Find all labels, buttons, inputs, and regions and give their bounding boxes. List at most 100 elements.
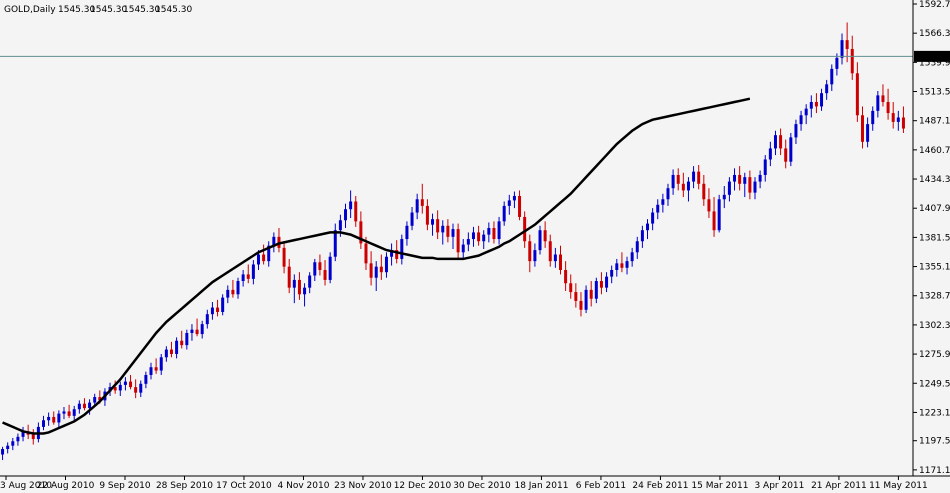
- candle-body: [528, 241, 532, 262]
- candle-body: [676, 174, 680, 184]
- candle-body: [518, 195, 522, 217]
- candle-body: [615, 263, 619, 270]
- candle-body: [359, 221, 363, 244]
- candle-body: [11, 441, 15, 446]
- candle-body: [379, 266, 383, 273]
- y-tick-label: 1381.50: [919, 233, 950, 243]
- candle-body: [743, 177, 747, 184]
- candle-body: [502, 205, 506, 222]
- candle-body: [410, 212, 414, 226]
- candle-body: [733, 174, 737, 182]
- y-tick-label: 1592.70: [919, 0, 950, 10]
- candle-body: [896, 117, 900, 122]
- x-tick-label: 4 Nov 2010: [278, 481, 330, 491]
- candle-body: [436, 219, 440, 233]
- candle-body: [62, 411, 66, 414]
- candle-body: [610, 269, 614, 277]
- price-tag-background: [914, 50, 950, 62]
- candle-body: [876, 95, 880, 111]
- y-tick-label: 1434.30: [919, 175, 950, 185]
- candle-body: [67, 411, 71, 416]
- candle-body: [344, 209, 348, 221]
- candle-body: [579, 300, 583, 310]
- candle-body: [625, 261, 629, 268]
- candle-body: [415, 199, 419, 213]
- candle-body: [297, 279, 301, 295]
- candle-body: [727, 181, 731, 195]
- candle-body: [738, 174, 742, 184]
- candle-body: [374, 266, 378, 278]
- candle-body: [195, 329, 199, 335]
- candle-body: [799, 115, 803, 125]
- candle-body: [574, 292, 578, 301]
- candle-body: [57, 413, 61, 423]
- candle-body: [123, 381, 127, 385]
- candle-body: [328, 256, 332, 280]
- candle-body: [850, 48, 854, 74]
- candle-body: [477, 232, 481, 242]
- candle-body: [175, 340, 179, 354]
- candle-body: [456, 229, 460, 253]
- candle-body: [308, 275, 312, 288]
- header-close: 1545.30: [155, 5, 192, 15]
- candle-body: [840, 40, 844, 58]
- candle-body: [369, 263, 373, 278]
- candle-body: [169, 349, 173, 354]
- y-axis-ticks: 1592.70 1566.30 1539.90 1513.50 1487.10 1460.…: [913, 0, 950, 476]
- candle-body: [134, 387, 138, 393]
- y-tick-label: 1302.30: [919, 321, 950, 331]
- candle-body: [686, 181, 690, 191]
- candle-body: [891, 113, 895, 122]
- x-tick-label: 30 Dec 2010: [453, 481, 511, 491]
- x-tick-label: 12 Dec 2010: [394, 481, 452, 491]
- candle-body: [98, 397, 102, 401]
- candle-body: [564, 269, 568, 284]
- candle-body: [881, 95, 885, 103]
- candle-body: [866, 124, 870, 142]
- candle-body: [569, 283, 573, 293]
- candle-body: [820, 93, 824, 107]
- candle-body: [216, 307, 220, 312]
- candle-body: [558, 254, 562, 270]
- candle-body: [256, 254, 260, 265]
- candle-body: [205, 314, 209, 325]
- candle-body: [697, 171, 701, 184]
- candle-body: [354, 201, 358, 222]
- candle-body: [584, 289, 588, 310]
- y-tick-label: 1249.50: [919, 379, 950, 389]
- y-tick-label: 1513.50: [919, 88, 950, 98]
- x-tick-label: 18 Jan 2011: [514, 481, 568, 491]
- candle-body: [533, 250, 537, 262]
- candle-body: [768, 148, 772, 160]
- x-tick-label: 17 Oct 2010: [216, 481, 272, 491]
- candles-layer: [1, 22, 905, 461]
- header-symbol: GOLD,Daily: [4, 5, 56, 15]
- candle-body: [651, 212, 655, 224]
- candle-body: [835, 57, 839, 69]
- candle-body: [241, 274, 245, 282]
- moving-average-layer: [2, 97, 751, 435]
- y-tick-label: 1275.90: [919, 350, 950, 360]
- candle-body: [82, 403, 86, 409]
- candle-body: [640, 230, 644, 242]
- chart-header: GOLD,Daily 1545.30 1545.30 1545.30 1545.…: [4, 5, 192, 15]
- header-high: 1545.30: [90, 5, 127, 15]
- candle-body: [272, 236, 276, 246]
- candle-body: [6, 445, 10, 450]
- header-low: 1545.30: [123, 5, 160, 15]
- candle-body: [441, 225, 445, 233]
- candle-body: [789, 137, 793, 162]
- candle-body: [72, 409, 76, 416]
- x-tick-label: 22 Aug 2010: [37, 481, 95, 491]
- candle-body: [190, 329, 194, 333]
- candle-body: [349, 201, 353, 210]
- candle-body: [226, 289, 230, 298]
- candle-body: [630, 252, 634, 262]
- candle-body: [451, 229, 455, 237]
- candle-body: [753, 181, 757, 193]
- candle-body: [671, 174, 675, 189]
- candle-body: [809, 102, 813, 109]
